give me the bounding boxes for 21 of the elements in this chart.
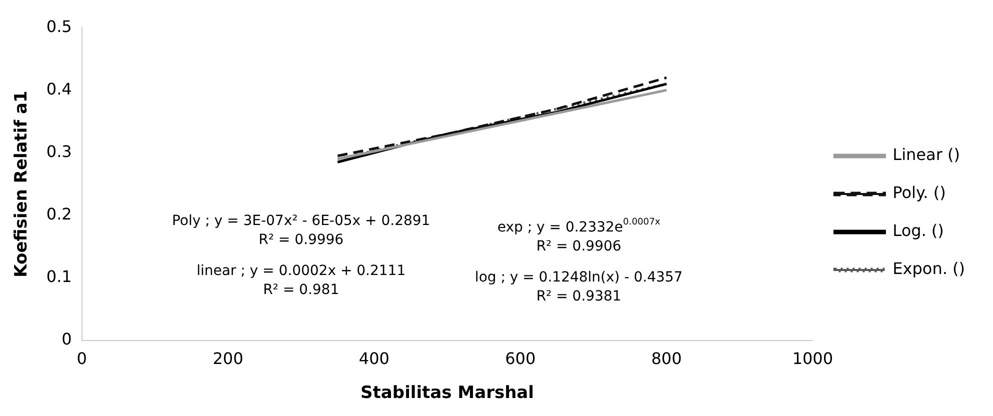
x-tick-label: 200 — [212, 349, 244, 368]
legend-label: Log. () — [892, 221, 944, 240]
y-tick-label: 0 — [62, 330, 72, 349]
x-tick-label: 400 — [358, 349, 390, 368]
x-tick-label: 600 — [505, 349, 536, 368]
y-tick-label: 0.5 — [46, 16, 72, 36]
y-tick-label: 0.1 — [46, 266, 72, 286]
annotation: log ; y = 0.1248ln(x) - 0.4357 R² = 0.9381 — [474, 269, 683, 304]
annotation: linear ; y = 0.0002x + 0.2111 R² = 0.981 — [196, 263, 406, 298]
x-tick-label: 0 — [76, 349, 87, 368]
y-tick-label: 0.2 — [46, 204, 72, 224]
y-tick-label: 0.3 — [46, 142, 72, 161]
legend-label: Poly. () — [892, 183, 946, 202]
annotation: Poly ; y = 3E-07x² - 6E-05x + 0.2891 R² = 0.9996 — [172, 213, 430, 248]
y-axis-title: Koefisien Relatif a1 — [12, 90, 32, 278]
y-tick-label: 0.4 — [46, 79, 72, 98]
x-axis-title: Stabilitas Marshal — [360, 383, 534, 404]
legend-label: Linear () — [892, 145, 960, 164]
x-tick-label: 1000 — [792, 349, 834, 368]
legend-label: Expon. () — [892, 259, 966, 278]
x-tick-label: 800 — [651, 349, 682, 368]
